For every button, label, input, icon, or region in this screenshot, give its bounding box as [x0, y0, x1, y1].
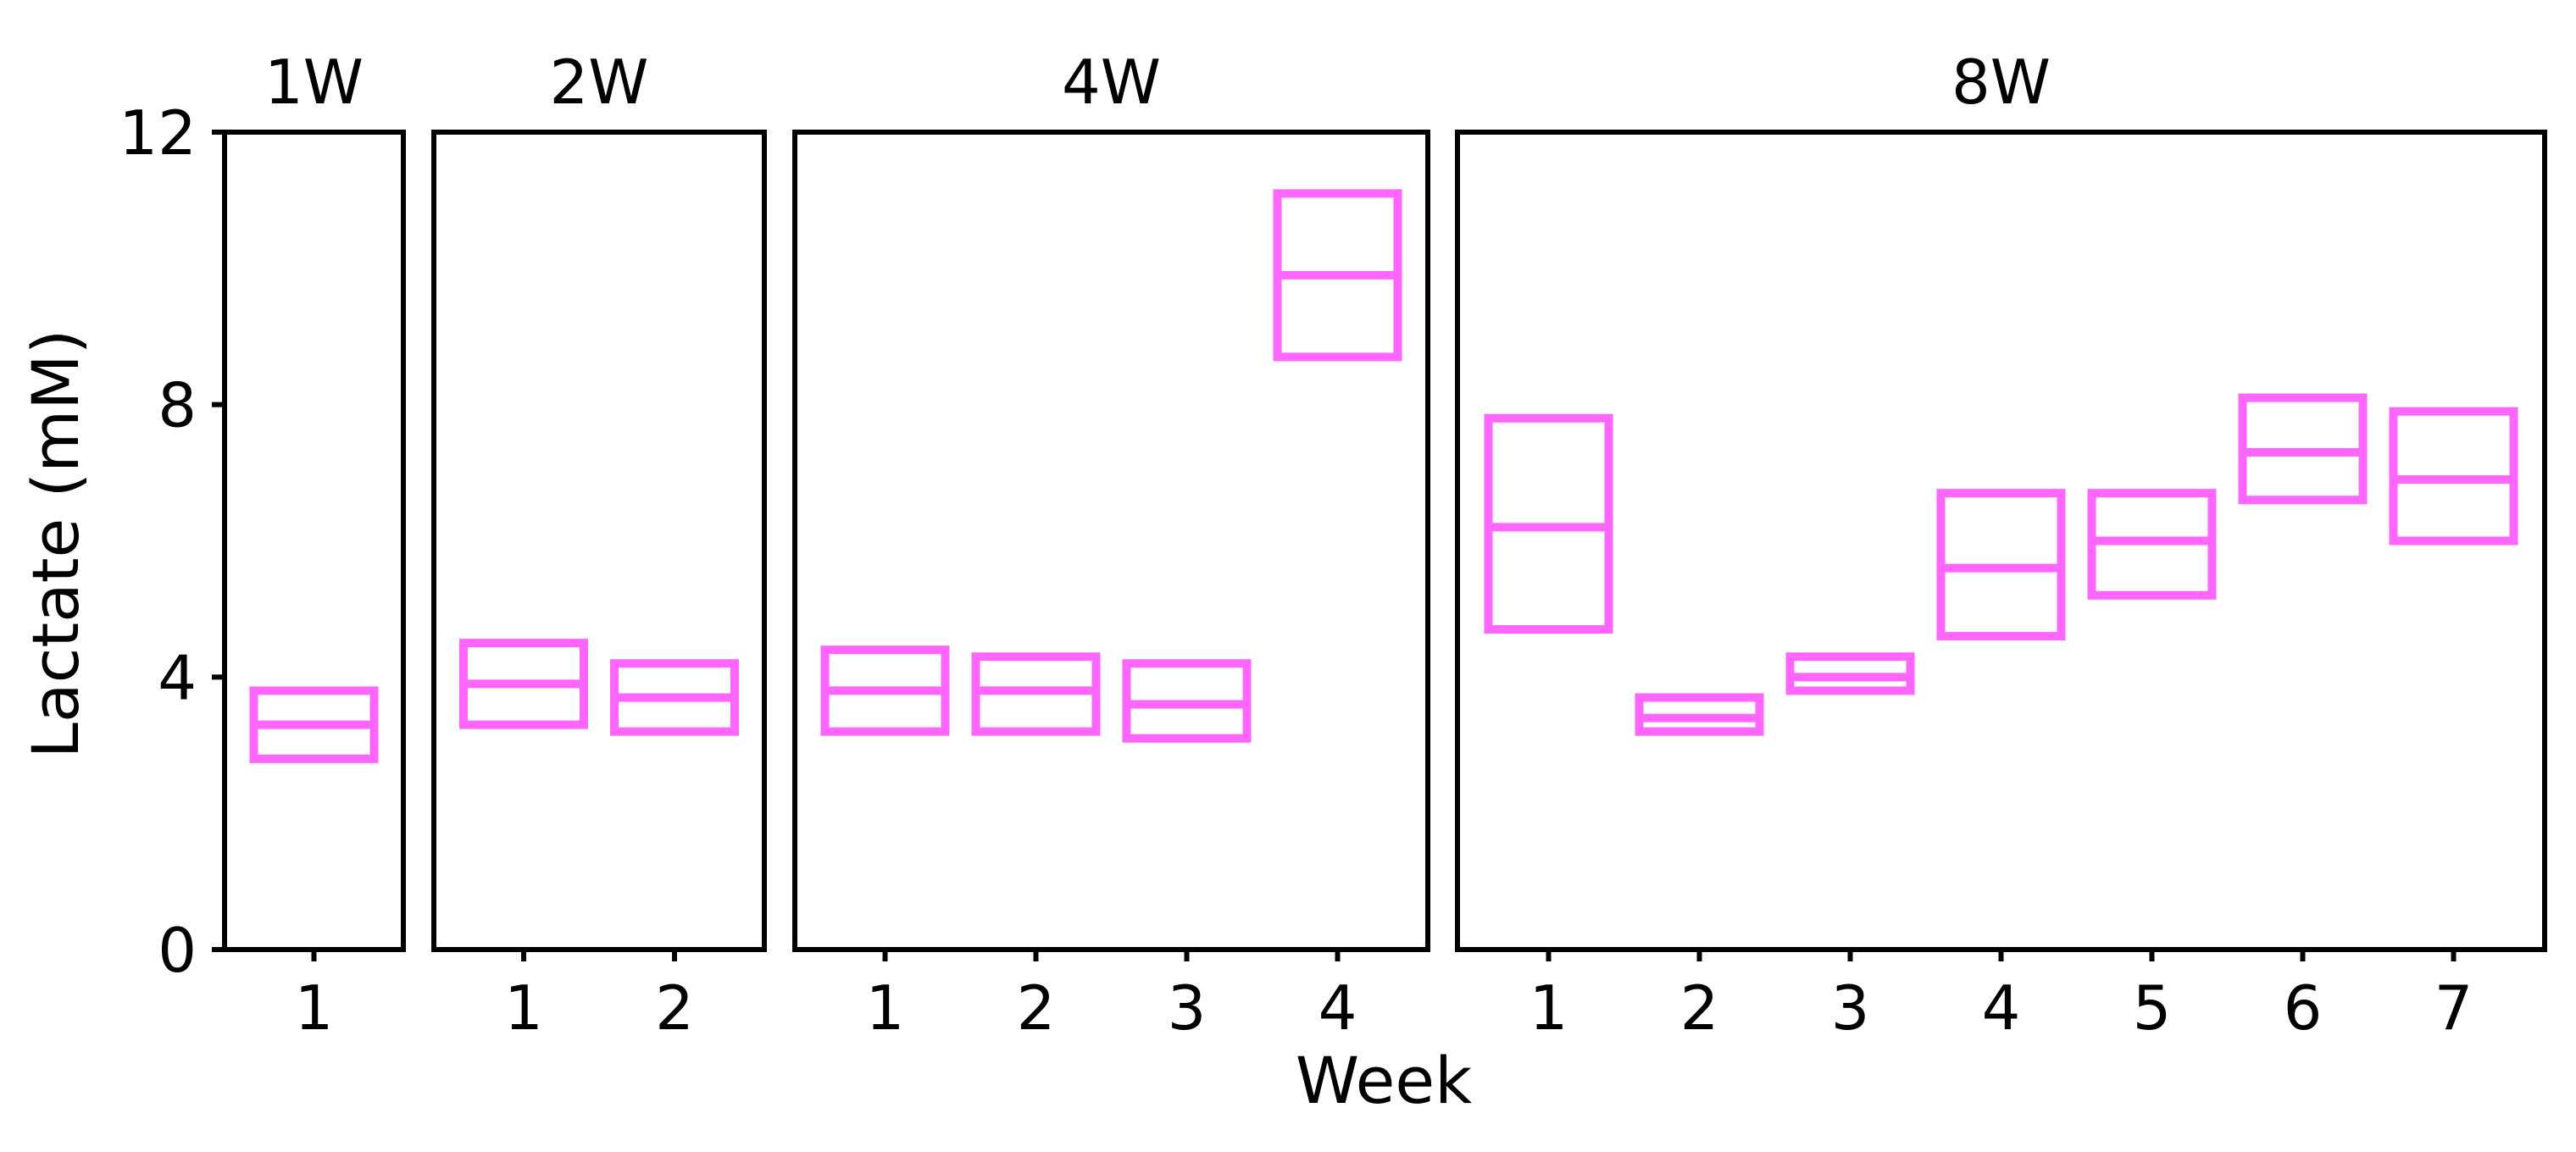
x-tick-label: 7: [2434, 972, 2473, 1044]
y-tick-label: 8: [158, 370, 197, 441]
x-tick-label: 3: [1168, 972, 1207, 1044]
x-tick-label: 1: [1530, 972, 1568, 1044]
x-tick-label: 5: [2133, 972, 2172, 1044]
x-tick-label: 4: [1319, 972, 1357, 1044]
facet-panels: 1W 1 2W 1 2 4W 1 2 3 4 8W 1 2 3 4 5 6 7: [222, 47, 2547, 1044]
x-tick-label: 2: [1680, 972, 1719, 1044]
panel-frame: [431, 130, 767, 952]
facet-panel-4W: 4W 1 2 3 4: [792, 47, 1430, 1044]
facet-panel-2W: 2W 1 2: [431, 47, 767, 1044]
y-axis-title: Lactate (mM): [18, 330, 93, 759]
facet-title: 8W: [1951, 47, 2051, 118]
y-tick-label: 12: [119, 97, 197, 169]
x-tick-label: 6: [2284, 972, 2323, 1044]
panel-frame: [792, 130, 1430, 952]
facet-panel-8W: 8W 1 2 3 4 5 6 7: [1455, 47, 2547, 1044]
x-tick-label: 1: [866, 972, 905, 1044]
y-tick-label: 0: [158, 915, 197, 986]
facet-panel-1W: 1W 1: [222, 47, 406, 1044]
y-axis: 0 4 8 12: [119, 97, 225, 986]
panel-frame: [1455, 130, 2547, 952]
x-tick-label: 2: [1017, 972, 1056, 1044]
x-axis-title: Week: [1296, 1043, 1472, 1118]
facet-title: 2W: [550, 47, 649, 118]
x-tick-label: 2: [655, 972, 694, 1044]
x-tick-label: 1: [504, 972, 543, 1044]
panel-frame: [222, 130, 406, 952]
y-tick-label: 4: [158, 642, 197, 713]
facet-title: 1W: [264, 47, 364, 118]
x-tick-label: 1: [295, 972, 334, 1044]
facet-title: 4W: [1062, 47, 1161, 118]
x-tick-label: 4: [1982, 972, 2021, 1044]
x-tick-label: 3: [1831, 972, 1870, 1044]
